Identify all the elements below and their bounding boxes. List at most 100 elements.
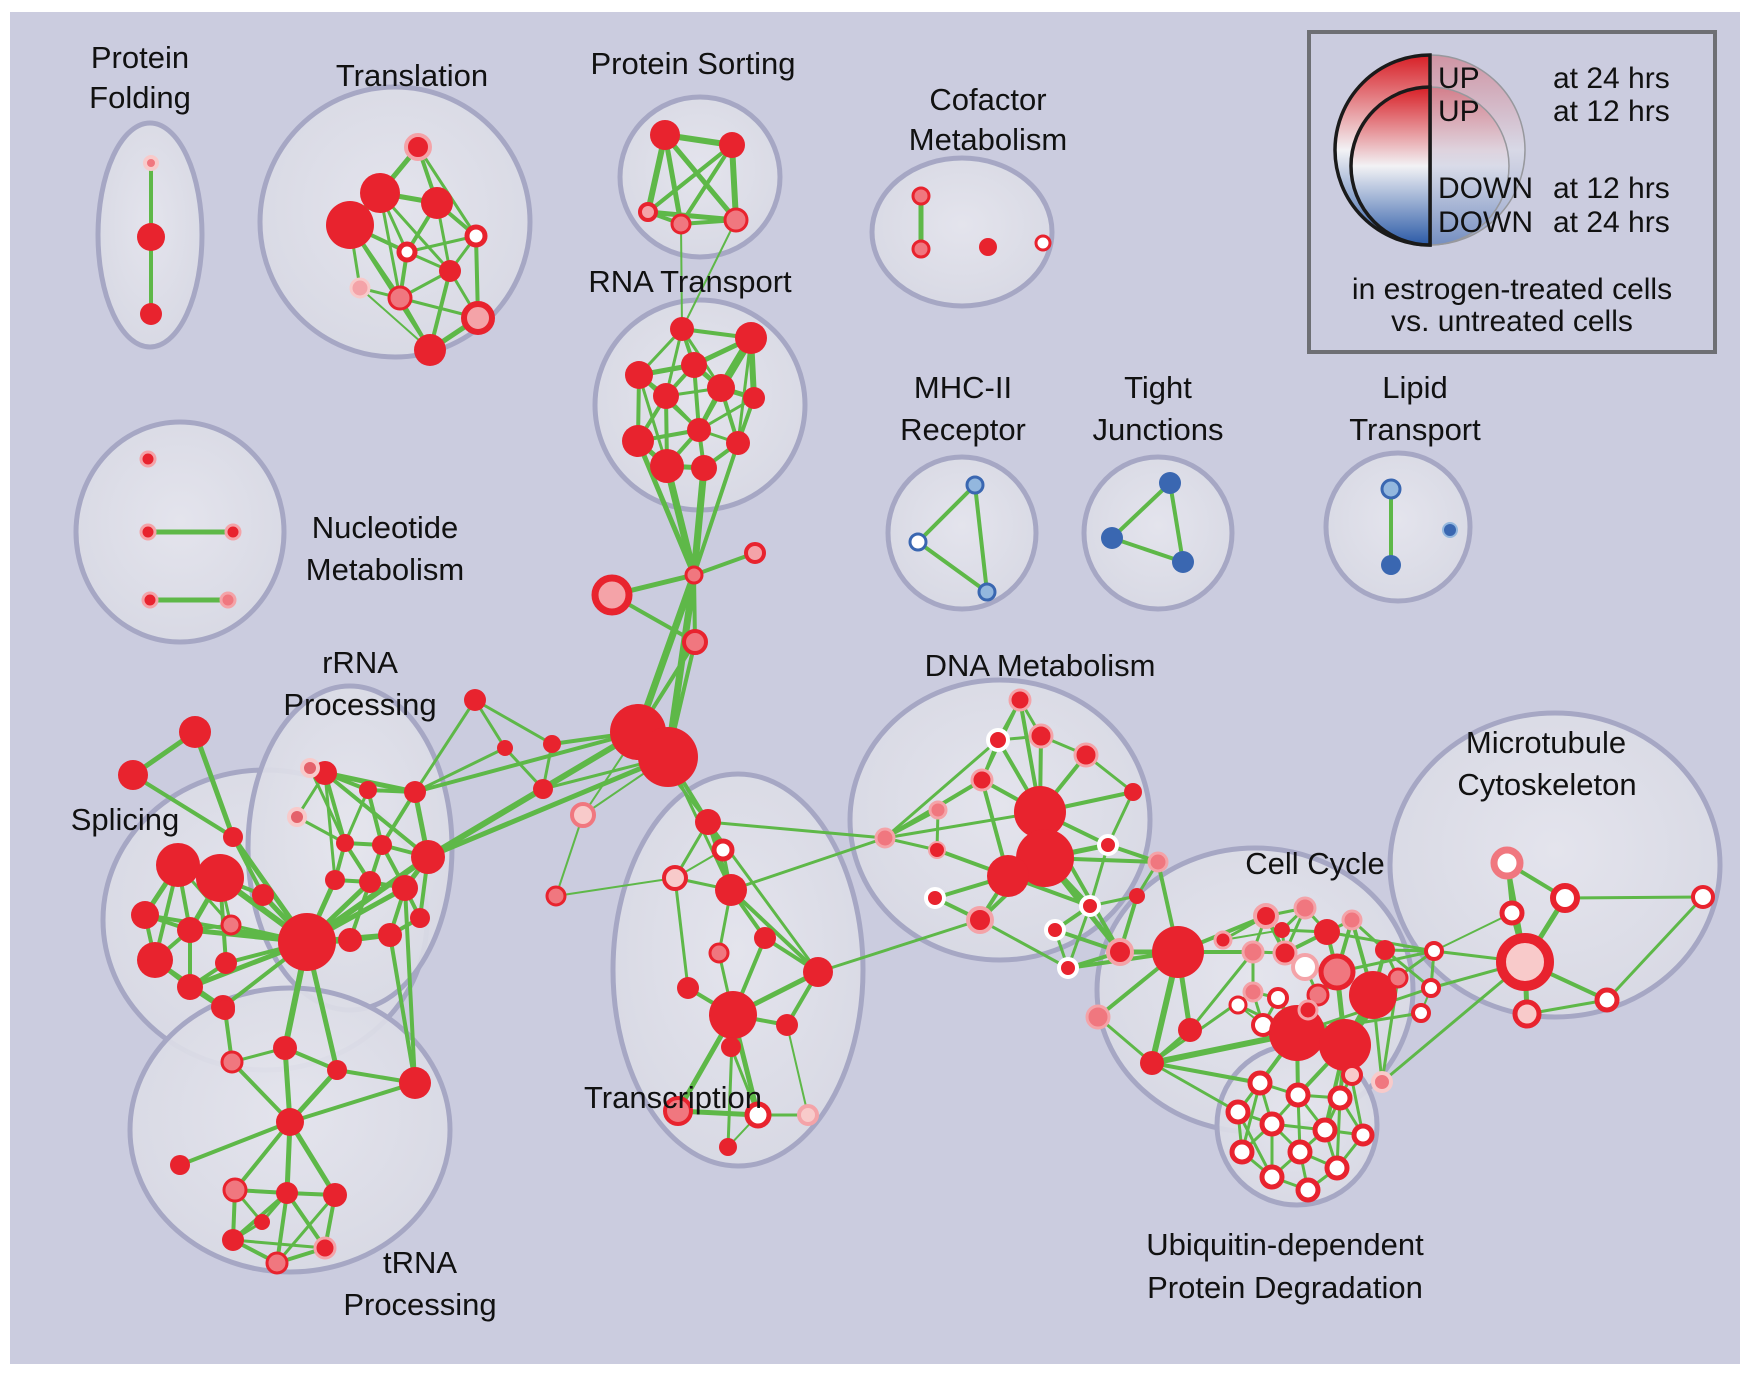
network-node bbox=[691, 455, 717, 481]
network-node bbox=[1228, 995, 1248, 1015]
network-node bbox=[360, 173, 400, 213]
network-node bbox=[1424, 941, 1444, 961]
network-node bbox=[1306, 983, 1330, 1007]
network-node bbox=[1314, 919, 1340, 945]
network-node bbox=[1253, 903, 1279, 929]
legend-direction-label: UP bbox=[1438, 95, 1480, 128]
network-edge bbox=[916, 540, 989, 594]
network-node bbox=[1380, 478, 1402, 500]
network-edge bbox=[635, 438, 697, 578]
network-node bbox=[177, 917, 203, 943]
network-node bbox=[1351, 1123, 1375, 1147]
network-nodes bbox=[118, 120, 1715, 1275]
network-node bbox=[156, 843, 200, 887]
network-edge bbox=[663, 462, 698, 579]
network-node bbox=[670, 317, 694, 341]
network-node bbox=[911, 239, 931, 259]
network-node bbox=[1178, 1018, 1202, 1042]
network-node bbox=[726, 431, 750, 455]
network-node bbox=[359, 781, 377, 799]
network-node bbox=[1152, 926, 1204, 978]
network-edge bbox=[816, 918, 982, 974]
network-node bbox=[396, 241, 418, 263]
network-node bbox=[1097, 834, 1119, 856]
network-node bbox=[1318, 953, 1356, 991]
network-edge bbox=[413, 698, 477, 794]
network-node bbox=[1044, 919, 1066, 941]
network-edge bbox=[645, 209, 739, 223]
network-node bbox=[735, 322, 767, 354]
network-node bbox=[276, 1182, 298, 1204]
cluster-protein-folding-label: Folding bbox=[89, 80, 191, 115]
cluster-rrna-processing-label: rRNA bbox=[322, 645, 398, 680]
network-node bbox=[177, 974, 203, 1000]
network-node bbox=[399, 1067, 431, 1099]
network-node bbox=[681, 352, 707, 378]
cluster-protein-folding-label: Protein bbox=[91, 40, 189, 75]
network-edge bbox=[973, 483, 989, 594]
network-node bbox=[707, 374, 735, 402]
network-node bbox=[622, 425, 654, 457]
network-edge bbox=[403, 886, 417, 1085]
network-node bbox=[497, 740, 513, 756]
network-node bbox=[570, 802, 596, 828]
network-node bbox=[695, 809, 721, 835]
network-edge bbox=[736, 336, 753, 445]
network-node bbox=[1691, 885, 1715, 909]
legend-inner-left-half bbox=[1349, 85, 1432, 247]
cluster-lipid-transport-label: Lipid bbox=[1382, 370, 1448, 405]
network-node bbox=[139, 523, 157, 541]
network-edge bbox=[1222, 929, 1283, 941]
network-node bbox=[131, 901, 159, 929]
legend-box bbox=[1307, 30, 1717, 354]
network-edge bbox=[413, 746, 507, 794]
network-edge bbox=[231, 1238, 327, 1250]
network-edge bbox=[690, 464, 708, 579]
cluster-lipid-transport-label: Transport bbox=[1349, 412, 1481, 447]
network-node bbox=[359, 871, 381, 893]
network-node bbox=[653, 383, 679, 409]
network-node bbox=[797, 1104, 819, 1126]
network-node bbox=[464, 224, 488, 248]
cluster-microtubule-cytoskeleton-ellipse bbox=[1387, 710, 1723, 1020]
network-edge bbox=[555, 877, 676, 897]
network-edge bbox=[1150, 1061, 1240, 1114]
network-edge bbox=[1563, 895, 1705, 900]
network-edge bbox=[1380, 960, 1527, 1084]
network-node bbox=[1594, 987, 1620, 1013]
network-node bbox=[708, 942, 730, 964]
network-node bbox=[392, 875, 418, 901]
network-edge bbox=[1110, 481, 1172, 540]
network-node bbox=[1349, 971, 1397, 1019]
network-node bbox=[1172, 551, 1194, 573]
network-node bbox=[928, 841, 946, 859]
network-node bbox=[323, 1183, 347, 1207]
network-node bbox=[723, 207, 749, 233]
network-edge bbox=[662, 132, 739, 223]
network-edge bbox=[692, 441, 740, 577]
network-node bbox=[1272, 940, 1298, 966]
network-edge bbox=[287, 1119, 338, 1198]
cluster-ubiquitin-degradation-label: Protein Degradation bbox=[1147, 1270, 1423, 1305]
network-node bbox=[684, 565, 704, 585]
cluster-dna-metabolism-label: DNA Metabolism bbox=[925, 648, 1156, 683]
network-node bbox=[1371, 1071, 1393, 1093]
network-node bbox=[719, 132, 745, 158]
network-node bbox=[711, 838, 735, 862]
network-node bbox=[1297, 999, 1319, 1021]
network-node bbox=[372, 835, 392, 855]
network-node bbox=[1034, 234, 1052, 252]
network-edge bbox=[1605, 895, 1705, 1002]
network-node bbox=[220, 914, 242, 936]
network-node bbox=[966, 906, 994, 934]
network-edge bbox=[425, 729, 641, 860]
network-node bbox=[650, 449, 684, 483]
network-node bbox=[1159, 472, 1181, 494]
legend-direction-label: UP bbox=[1438, 62, 1480, 95]
network-node bbox=[338, 928, 362, 952]
legend-note: vs. untreated cells bbox=[1391, 305, 1633, 338]
network-edge bbox=[1150, 1061, 1262, 1085]
network-node bbox=[265, 1251, 289, 1275]
network-node bbox=[404, 133, 432, 161]
